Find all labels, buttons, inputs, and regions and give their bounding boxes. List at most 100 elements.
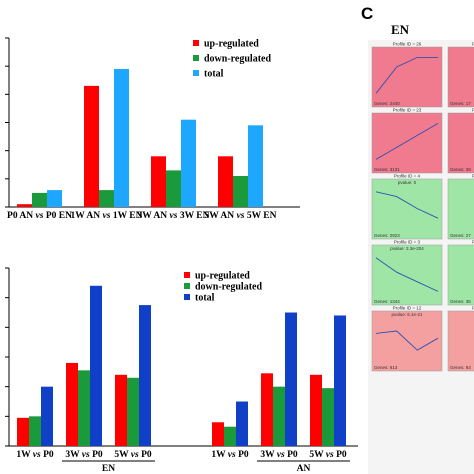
profile-genes-col2-1: Genes: 39 <box>450 167 471 172</box>
x-tick-label-1: 1W AN vs 1W EN <box>71 211 143 221</box>
x-tick-label-2-right: 3W EN <box>177 211 209 221</box>
profile-genes: Genes: 2440 <box>374 101 400 106</box>
legend-swatch-up-regulated <box>184 272 190 278</box>
bar-total-1 <box>90 285 102 446</box>
profile-pvalue: pvalue: 3.3e-204 <box>390 246 424 251</box>
x-tick-label-4: 3W vs P0 <box>260 450 298 460</box>
x-tick-label-1-vs: vs <box>82 450 90 460</box>
group-label-1: AN <box>297 464 311 474</box>
x-tick-label-2-vs: vs <box>131 450 139 460</box>
x-tick-label-2-right: P0 <box>139 450 152 460</box>
profile-header: Profile ID = 23 <box>393 108 422 113</box>
bar-down-regulated-2 <box>166 170 181 207</box>
bar-down-regulated-0 <box>32 192 47 207</box>
bar-total-3 <box>236 401 248 446</box>
bar-down-regulated-2 <box>127 377 139 446</box>
profile-header-col2-0: P <box>472 42 474 47</box>
x-tick-label-0: 1W vs P0 <box>16 450 54 460</box>
x-tick-label-4-left: 3W <box>260 450 276 460</box>
profile-header: Profile ID = 3 <box>394 240 421 245</box>
bar-total-2 <box>181 119 196 207</box>
legend-swatch-up-regulated <box>193 40 199 46</box>
x-tick-label-2: 5W vs P0 <box>114 450 152 460</box>
profile-header-col2-3: P <box>472 240 474 245</box>
legend-label-total: total <box>204 69 224 80</box>
legend-label-total: total <box>195 293 215 304</box>
bar-total-0 <box>47 190 62 207</box>
legend-label-up-regulated: up-regulated <box>204 39 259 50</box>
profile-pvalue: pvalue: 0 <box>398 180 417 185</box>
x-tick-label-0-vs: vs <box>36 211 44 221</box>
profile-genes: Genes: 2923 <box>374 233 400 238</box>
profile-tile-1: Profile ID = 23 Genes: 3131 <box>371 108 443 174</box>
x-tick-label-0-vs: vs <box>33 450 41 460</box>
x-tick-label-3-left: 5W AN <box>205 211 237 221</box>
profile-tile-col2-2 <box>447 178 474 240</box>
bar-up-regulated-0 <box>17 204 32 207</box>
x-tick-label-5: 5W vs P0 <box>309 450 347 460</box>
profile-tile-bg <box>371 46 443 108</box>
profile-pvalue: pvalue: 6.1e-21 <box>391 312 423 317</box>
bar-total-5 <box>334 315 346 446</box>
bar-down-regulated-4 <box>273 386 285 446</box>
bar-up-regulated-5 <box>310 374 322 446</box>
profile-header-col2-2: P <box>472 174 474 179</box>
x-tick-label-3-vs: vs <box>237 211 245 221</box>
bar-total-4 <box>285 312 297 446</box>
profile-tile-col2-4 <box>447 310 474 372</box>
x-tick-label-5-right: P0 <box>334 450 347 460</box>
x-tick-label-2-left: 5W <box>114 450 130 460</box>
bar-total-2 <box>139 305 151 446</box>
x-tick-label-4-right: P0 <box>285 450 298 460</box>
x-tick-label-3-left: 1W <box>211 450 227 460</box>
column-title: EN <box>391 22 410 37</box>
x-tick-label-0-right: P0 EN <box>43 211 72 221</box>
profile-trend-line <box>375 123 439 160</box>
profile-genes-col2-3: Genes: 35 <box>450 299 471 304</box>
profile-tile-bg <box>371 112 443 174</box>
bar-up-regulated-2 <box>115 374 127 446</box>
profile-genes-col2-2: Genes: 27 <box>450 233 471 238</box>
profile-header-col2-1: P <box>472 108 474 113</box>
bar-down-regulated-1 <box>78 370 90 446</box>
profile-tile-bg <box>371 178 443 240</box>
bar-up-regulated-3 <box>212 422 224 446</box>
profile-header: Profile ID = 26 <box>393 42 422 47</box>
x-tick-label-5-vs: vs <box>326 450 334 460</box>
profile-genes: Genes: 813 <box>374 365 398 370</box>
x-tick-label-2: 3W AN vs 3W EN <box>138 211 210 221</box>
profile-genes: Genes: 1344 <box>374 299 400 304</box>
legend-label-up-regulated: up-regulated <box>195 271 250 282</box>
profile-header-col2-4: P <box>472 306 474 311</box>
bar-down-regulated-3 <box>233 176 248 207</box>
x-tick-label-3-right: 5W EN <box>244 211 276 221</box>
legend-label-down-regulated: down-regulated <box>204 54 271 65</box>
bottom-bar-chart: 1W vs P0 3W vs P0 5W vs P0 1W vs P0 3W vs P0… <box>5 267 358 474</box>
profile-genes: Genes: 3131 <box>374 167 400 172</box>
x-tick-label-1-vs: vs <box>103 211 111 221</box>
profile-header: Profile ID = 12 <box>393 306 422 311</box>
x-tick-label-3: 5W AN vs 5W EN <box>205 211 277 221</box>
x-tick-label-3: 1W vs P0 <box>211 450 249 460</box>
bar-up-regulated-3 <box>218 156 233 207</box>
x-tick-label-0: P0 AN vs P0 EN <box>7 211 72 221</box>
x-tick-label-1: 3W vs P0 <box>65 450 103 460</box>
bar-down-regulated-5 <box>322 388 334 446</box>
bar-down-regulated-1 <box>99 190 114 207</box>
profile-genes-col2-4: Genes: 93 <box>450 365 471 370</box>
bar-up-regulated-1 <box>66 362 78 446</box>
profile-tile-bg <box>371 244 443 306</box>
x-tick-label-0-left: P0 AN <box>7 211 36 221</box>
bar-down-regulated-0 <box>29 416 41 446</box>
legend-swatch-total <box>193 70 199 76</box>
bar-up-regulated-4 <box>261 373 273 446</box>
bar-total-3 <box>248 125 263 207</box>
x-tick-label-0-right: P0 <box>41 450 54 460</box>
profile-tile-col2-3 <box>447 244 474 306</box>
profile-trend-line <box>375 191 439 219</box>
profile-trend-line <box>375 257 439 292</box>
